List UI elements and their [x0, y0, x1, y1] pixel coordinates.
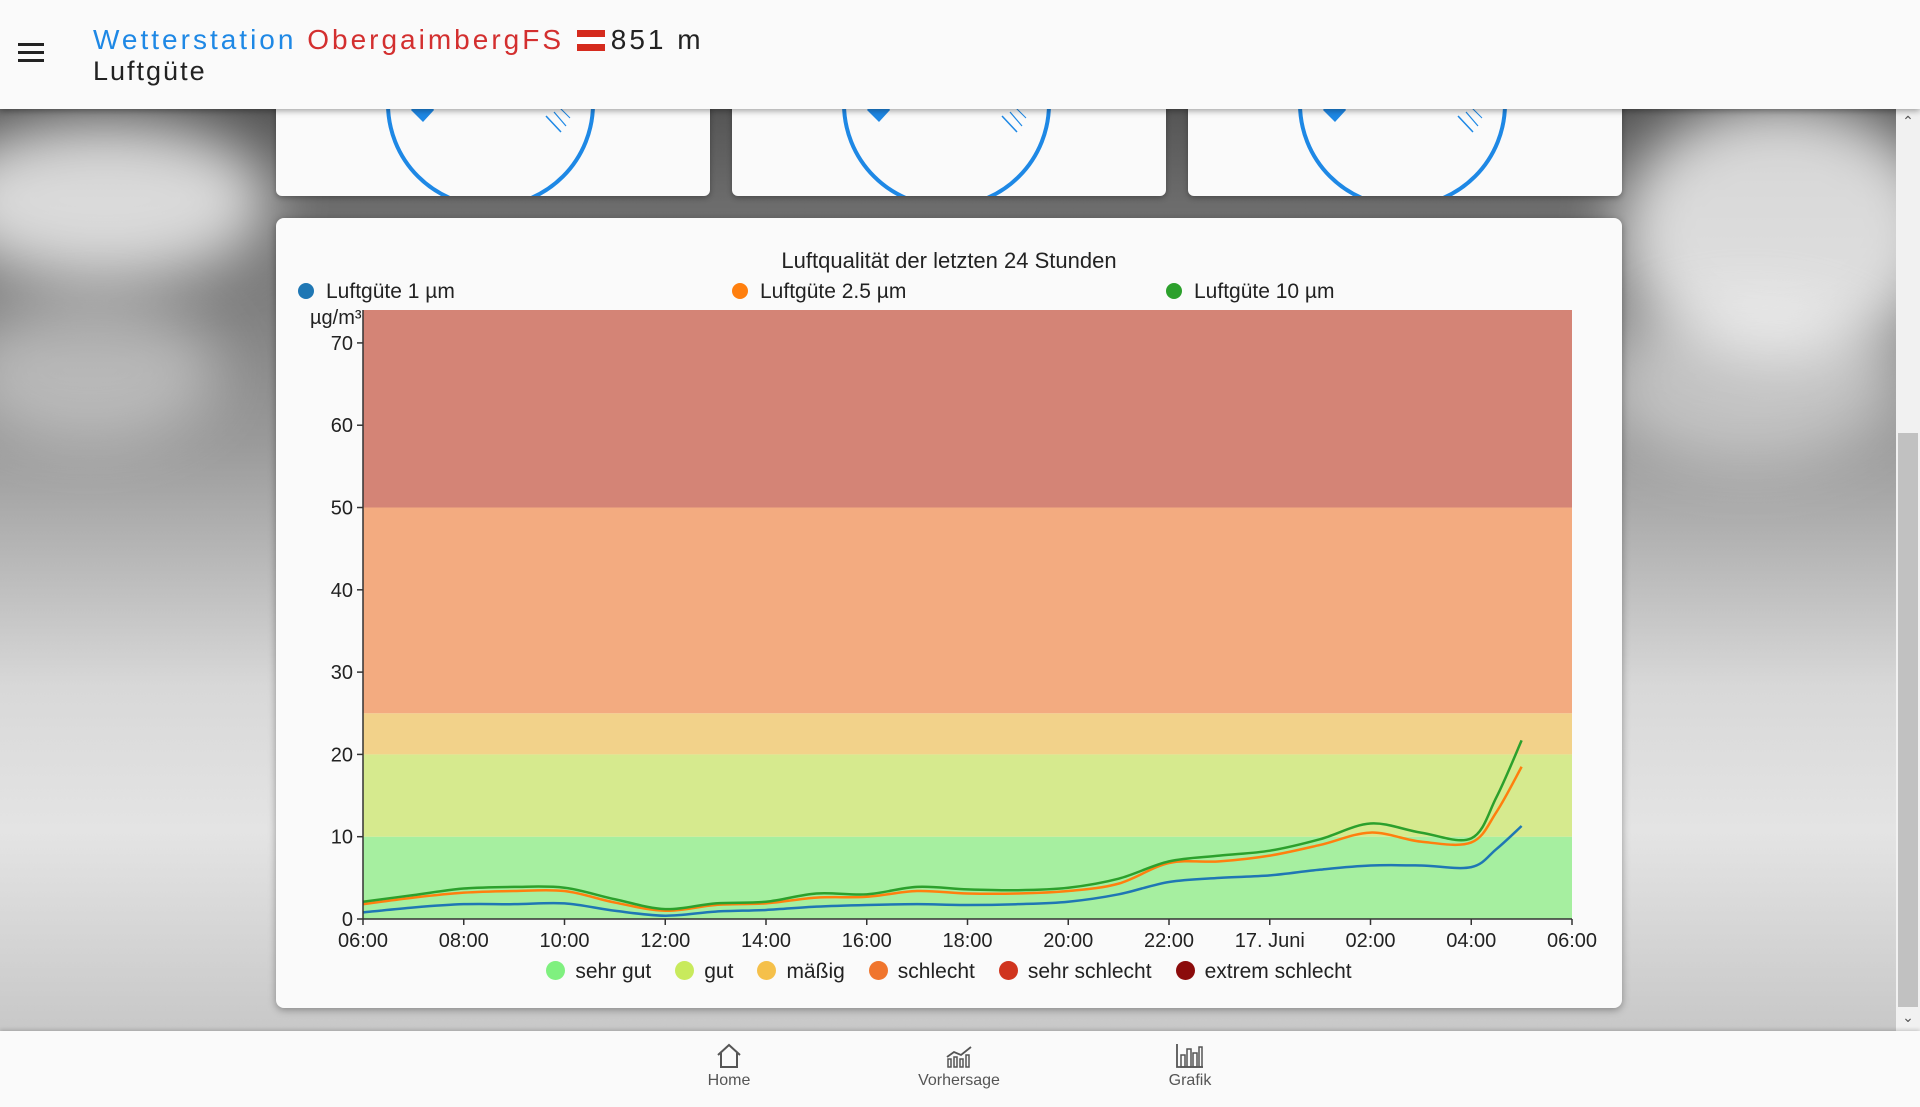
air-quality-chart-card: Luftqualität der letzten 24 Stunden Luft… — [276, 218, 1622, 1008]
quality-legend-label: schlecht — [897, 960, 975, 983]
legend-series-1[interactable]: Luftgüte 1 µm — [298, 280, 455, 304]
quality-legend-item[interactable]: schlecht — [868, 960, 975, 984]
scroll-down-icon[interactable]: ⌄ — [1902, 1009, 1914, 1025]
gauge-card-2 — [732, 96, 1166, 196]
nav-forecast-label: Vorhersage — [918, 1072, 1000, 1089]
quality-legend-item[interactable]: mäßig — [757, 960, 845, 984]
nav-graphs-label: Grafik — [1168, 1072, 1212, 1089]
home-icon — [717, 1043, 741, 1068]
forecast-chart-icon — [946, 1046, 972, 1068]
x-tick-label: 12:00 — [640, 930, 690, 952]
legend-label: Luftgüte 2.5 µm — [760, 280, 907, 303]
quality-legend-item[interactable]: extrem schlecht — [1175, 960, 1352, 984]
legend-label: Luftgüte 10 µm — [1194, 280, 1335, 303]
quality-band — [363, 507, 1572, 714]
quality-legend-item[interactable]: gut — [675, 960, 733, 984]
title-prefix: Wetterstation — [93, 24, 297, 55]
legend-marker — [298, 283, 314, 299]
x-tick-label: 16:00 — [842, 930, 892, 952]
menu-icon[interactable] — [18, 43, 48, 67]
station-name: ObergaimbergFS — [307, 24, 564, 55]
bar-chart-icon — [1176, 1044, 1203, 1068]
x-tick-label: 14:00 — [741, 930, 791, 952]
quality-band — [363, 713, 1572, 755]
quality-legend-item[interactable]: sehr gut — [546, 960, 651, 984]
quality-legend-label: mäßig — [786, 960, 845, 983]
legend-label: Luftgüte 1 µm — [326, 280, 455, 303]
y-tick-label: 70 — [331, 333, 353, 355]
nav-forecast[interactable]: Vorhersage — [889, 1043, 1029, 1090]
x-tick-label: 08:00 — [439, 930, 489, 952]
legend-marker — [757, 961, 777, 980]
x-tick-label: 20:00 — [1043, 930, 1093, 952]
legend-marker — [732, 283, 748, 299]
air-quality-chart: 0 10 20 30 40 50 60 70 06:00 08:00 10:00 12:00 14:00… — [310, 307, 1597, 952]
y-tick-label: 0 — [342, 909, 353, 931]
x-tick-label: 06:00 — [1547, 930, 1597, 952]
scrollbar[interactable]: ⌃ ⌄ — [1896, 109, 1920, 1031]
nav-home-label: Home — [707, 1072, 751, 1089]
series-line-1 — [362, 825, 1523, 917]
nav-graphs[interactable]: Grafik — [1120, 1043, 1260, 1090]
legend-marker — [546, 961, 566, 980]
legend-series-3[interactable]: Luftgüte 10 µm — [1166, 280, 1335, 304]
quality-band — [363, 310, 1572, 508]
y-tick-label: 40 — [331, 580, 353, 602]
y-tick-label: 10 — [331, 827, 353, 849]
gauge-icon — [386, 96, 595, 196]
station-title: Wetterstation ObergaimbergFS 851 m — [93, 24, 704, 56]
station-altitude: 851 m — [610, 24, 704, 55]
x-tick-label: 04:00 — [1446, 930, 1496, 952]
gauge-icon — [1298, 96, 1507, 196]
austria-flag-icon — [576, 30, 605, 51]
quality-legend-label: gut — [704, 960, 734, 983]
y-tick-label: 60 — [331, 415, 353, 437]
gauge-card-3 — [1188, 96, 1622, 196]
bottom-navigation: Home Vorhersage Grafik — [0, 1031, 1920, 1107]
legend-marker — [998, 961, 1018, 980]
y-tick-label: 50 — [331, 498, 353, 520]
legend-marker — [868, 961, 888, 980]
y-tick-label: 20 — [331, 744, 353, 766]
y-axis-unit: µg/m³ — [310, 307, 362, 329]
legend-marker — [1175, 961, 1195, 980]
scroll-thumb[interactable] — [1898, 433, 1918, 1007]
page-title: Luftgüte — [93, 56, 207, 86]
gauge-card-1 — [276, 96, 710, 196]
quality-legend-label: extrem schlecht — [1204, 960, 1352, 983]
series-line-3 — [362, 739, 1523, 911]
app-header: Wetterstation ObergaimbergFS 851 m Luftg… — [0, 0, 1920, 109]
legend-marker — [675, 961, 695, 980]
quality-legend-item[interactable]: sehr schlecht — [998, 960, 1152, 984]
x-tick-label: 22:00 — [1144, 930, 1194, 952]
quality-band — [363, 754, 1572, 837]
legend-marker — [1166, 283, 1182, 299]
quality-band — [363, 836, 1572, 919]
x-tick-label: 02:00 — [1345, 930, 1395, 952]
x-tick-label: 06:00 — [338, 930, 388, 952]
x-tick-label: 10:00 — [539, 930, 589, 952]
y-tick-label: 30 — [331, 662, 353, 684]
x-tick-label: 17. Juni — [1235, 930, 1305, 952]
series-line-2 — [362, 766, 1523, 913]
chart-title: Luftqualität der letzten 24 Stunden — [781, 248, 1117, 273]
gauge-icon — [842, 96, 1051, 196]
quality-legend: sehr gut gut mäßig schlecht sehr schlecht ext… — [276, 960, 1622, 984]
x-tick-label: 18:00 — [942, 930, 992, 952]
quality-legend-label: sehr schlecht — [1027, 960, 1152, 983]
scroll-up-icon[interactable]: ⌃ — [1902, 113, 1914, 129]
nav-home[interactable]: Home — [659, 1043, 799, 1090]
legend-series-2[interactable]: Luftgüte 2.5 µm — [732, 280, 906, 304]
quality-legend-label: sehr gut — [575, 960, 652, 983]
